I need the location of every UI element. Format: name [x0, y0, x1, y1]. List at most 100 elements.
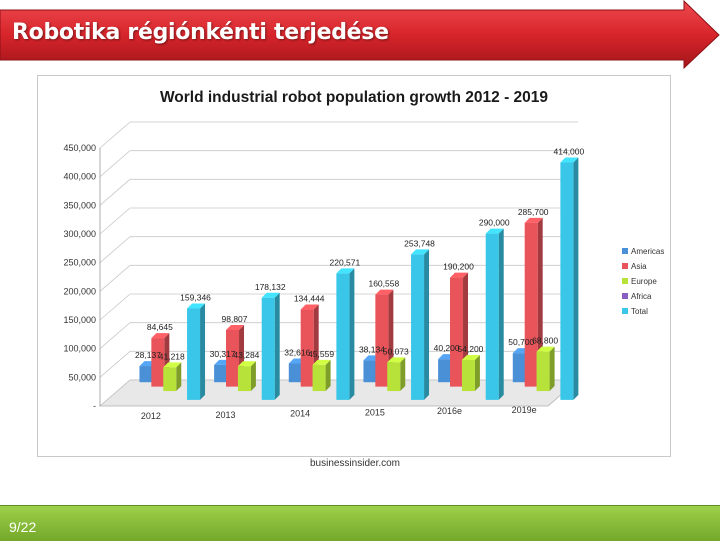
data-label: 290,000	[479, 218, 510, 228]
bar	[261, 297, 275, 400]
y-tick-label: 400,000	[63, 172, 96, 182]
data-label: 38,134	[359, 344, 385, 354]
bar-side	[200, 303, 206, 400]
data-label: 160,558	[368, 279, 399, 289]
gridline-depth	[99, 351, 131, 378]
bar	[237, 366, 251, 392]
bar-side	[549, 346, 555, 392]
y-tick-label: 300,000	[63, 229, 96, 239]
bar-side	[424, 249, 430, 400]
bar-top	[261, 292, 280, 298]
bar	[450, 277, 464, 387]
bar-top	[524, 217, 543, 223]
data-label: 50,700	[508, 337, 534, 347]
legend-label: Asia	[631, 262, 647, 271]
bar-top	[560, 157, 579, 163]
bar	[336, 273, 350, 400]
bar-top	[237, 361, 256, 367]
data-label: 414,000	[554, 147, 585, 157]
data-label: 50,073	[383, 346, 409, 356]
data-label: 253,748	[404, 238, 435, 248]
bar	[300, 309, 314, 387]
x-tick-label: 2014	[290, 409, 310, 419]
page-number: 9/22	[9, 519, 37, 535]
bar-top	[226, 324, 245, 330]
data-label: 220,571	[330, 257, 361, 267]
data-label: 28,137	[135, 350, 161, 360]
bar-top	[375, 289, 394, 295]
legend-label: Africa	[631, 292, 652, 301]
y-tick-label: 450,000	[63, 143, 96, 153]
data-label: 41,218	[159, 351, 185, 361]
slide-title: Robotika régiónkénti terjedése	[12, 20, 389, 45]
gridline-depth	[99, 322, 131, 349]
bar	[163, 367, 177, 392]
gridline-depth	[99, 121, 131, 149]
bar	[387, 362, 401, 392]
legend-swatch	[622, 293, 628, 299]
y-tick-label: 350,000	[63, 200, 96, 210]
bar	[485, 233, 499, 400]
bar-top	[450, 272, 469, 278]
legend-swatch	[622, 308, 628, 314]
bar	[375, 294, 389, 387]
bar-side	[349, 268, 355, 400]
bar-side	[573, 157, 579, 400]
bar-side	[537, 217, 543, 387]
title-banner	[0, 0, 720, 70]
gridline-depth	[99, 379, 131, 407]
footer-bar: 9/22	[0, 505, 720, 541]
bar-top	[187, 303, 206, 309]
source-caption: businessinsider.com	[309, 458, 401, 469]
legend-swatch	[622, 263, 628, 269]
gridline-depth	[99, 150, 131, 177]
bar	[536, 351, 550, 392]
y-tick-label: 50,000	[68, 372, 96, 382]
bar-top	[151, 333, 170, 339]
x-tick-label: 2019e	[512, 405, 537, 415]
data-label: 43,284	[233, 350, 259, 360]
y-tick-label: -	[93, 401, 96, 411]
bar	[139, 366, 153, 383]
bar-top	[336, 268, 355, 274]
bar-side	[176, 362, 182, 392]
bar	[288, 363, 302, 383]
data-label: 159,346	[180, 293, 211, 303]
bar-side	[250, 361, 256, 392]
bar-top	[300, 304, 319, 310]
bar-top	[163, 362, 182, 368]
bar	[512, 353, 526, 383]
gridline-depth	[99, 179, 131, 206]
x-tick-label: 2016e	[437, 406, 462, 416]
bar	[461, 359, 475, 392]
data-label: 178,132	[255, 282, 286, 292]
bar	[187, 308, 201, 400]
bar-side	[274, 292, 280, 400]
y-tick-label: 150,000	[63, 315, 96, 325]
bar-chart: World industrial robot population growth…	[63, 89, 664, 421]
legend-swatch	[622, 278, 628, 284]
bar-top	[536, 346, 555, 352]
bar	[411, 254, 425, 400]
bar-top	[461, 354, 480, 360]
data-label: 98,807	[222, 314, 248, 324]
bar-top	[312, 359, 331, 365]
data-label: 134,444	[294, 294, 325, 304]
bar-side	[400, 357, 406, 392]
bar-side	[474, 354, 480, 392]
bar	[151, 338, 165, 387]
bar	[363, 360, 377, 383]
bar-top	[485, 228, 504, 234]
bar-side	[325, 359, 331, 392]
bar	[560, 162, 574, 400]
legend-label: Americas	[631, 247, 664, 256]
bar	[214, 364, 228, 383]
data-label: 190,200	[443, 262, 474, 272]
data-label: 45,559	[308, 349, 334, 359]
legend-swatch	[622, 248, 628, 254]
bar	[312, 364, 326, 392]
y-tick-label: 100,000	[63, 344, 96, 354]
data-label: 68,800	[532, 336, 558, 346]
bar-top	[411, 249, 430, 255]
bar	[226, 329, 240, 387]
